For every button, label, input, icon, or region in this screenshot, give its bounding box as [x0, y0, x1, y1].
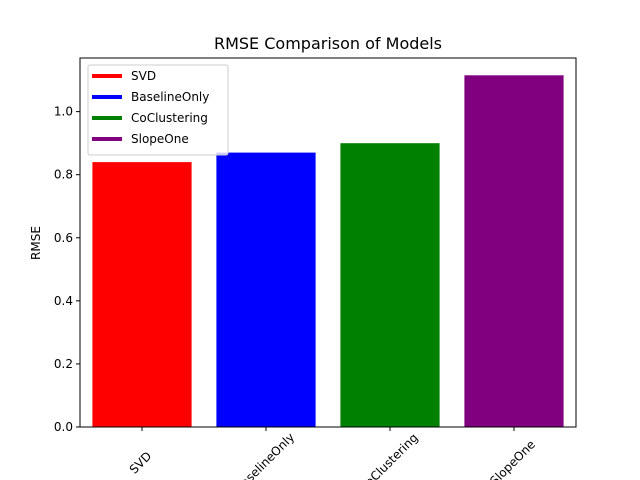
legend: SVD BaselineOnly CoClustering SlopeOne	[87, 64, 229, 156]
y-tick-label: 1.0	[54, 105, 73, 119]
bar-svd	[92, 162, 192, 427]
x-tick-label: CoClustering	[356, 431, 420, 480]
legend-label: BaselineOnly	[131, 90, 209, 104]
legend-label: CoClustering	[131, 111, 208, 125]
bars-group	[92, 75, 564, 428]
legend-label: SlopeOne	[131, 132, 189, 146]
bar-slopeone	[464, 75, 564, 428]
bar-baselineonly	[216, 152, 316, 427]
legend-label: SVD	[131, 69, 156, 83]
x-tick-label: SlopeOne	[487, 437, 538, 480]
x-tick-label: BaselineOnly	[232, 430, 297, 480]
legend-box	[87, 64, 229, 156]
y-tick-label: 0.6	[54, 231, 73, 245]
plot-area-frame	[79, 57, 577, 428]
y-tick-label: 0.2	[54, 357, 73, 371]
y-tick-label: 0.8	[54, 168, 73, 182]
y-axis-label: RMSE	[29, 226, 43, 260]
bar-coclustering	[340, 143, 440, 427]
x-axis-ticks: SVD BaselineOnly CoClustering SlopeOne	[127, 427, 538, 480]
x-tick-label: SVD	[127, 449, 155, 477]
y-tick-label: 0.4	[54, 294, 73, 308]
y-axis-ticks: 0.0 0.2 0.4 0.6 0.8 1.0	[54, 105, 80, 434]
y-tick-label: 0.0	[54, 420, 73, 434]
chart-title: RMSE Comparison of Models	[214, 34, 442, 53]
